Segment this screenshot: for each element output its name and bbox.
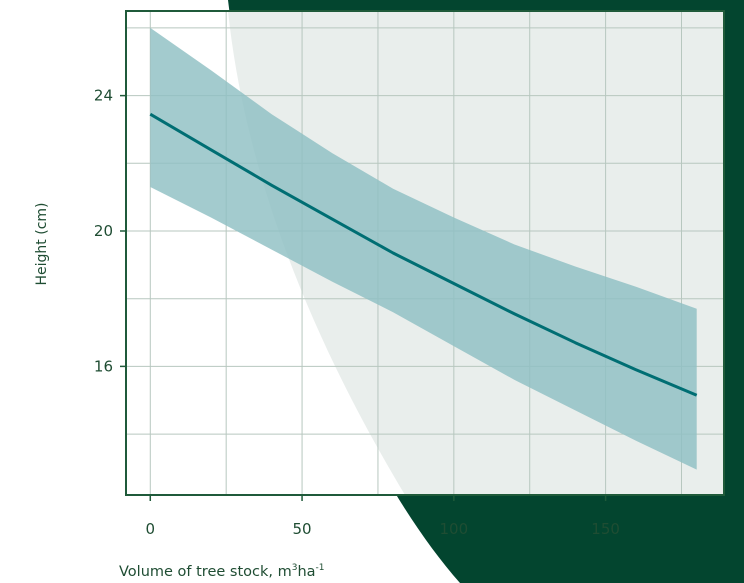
x-tick-label: 150 xyxy=(591,520,620,538)
y-axis-label: Height (cm) xyxy=(34,203,50,286)
x-axis-label-unit: ha xyxy=(297,563,316,580)
x-axis-label: Volume of tree stock, m3ha-1 xyxy=(119,563,325,580)
axes-frame xyxy=(120,10,725,501)
fitted-line xyxy=(149,112,698,397)
y-tick-label: 24 xyxy=(94,87,113,105)
x-axis-label-exponent-2: -1 xyxy=(315,563,325,573)
tick-labels: 0 50 100 150 16 20 24 xyxy=(94,87,620,538)
y-tick-label: 16 xyxy=(94,357,113,375)
x-tick-label: 100 xyxy=(440,520,469,538)
confidence-band-area xyxy=(150,27,697,470)
x-tick-label: 50 xyxy=(293,520,312,538)
x-axis-label-exponent: 3 xyxy=(291,563,298,573)
x-tick-label: 0 xyxy=(146,520,156,538)
fitted-line-path xyxy=(149,112,698,397)
axes-box xyxy=(125,10,725,496)
x-axis-label-text: Volume of tree stock, m xyxy=(119,563,292,580)
confidence-band xyxy=(150,27,697,470)
y-tick-label: 20 xyxy=(94,222,113,240)
